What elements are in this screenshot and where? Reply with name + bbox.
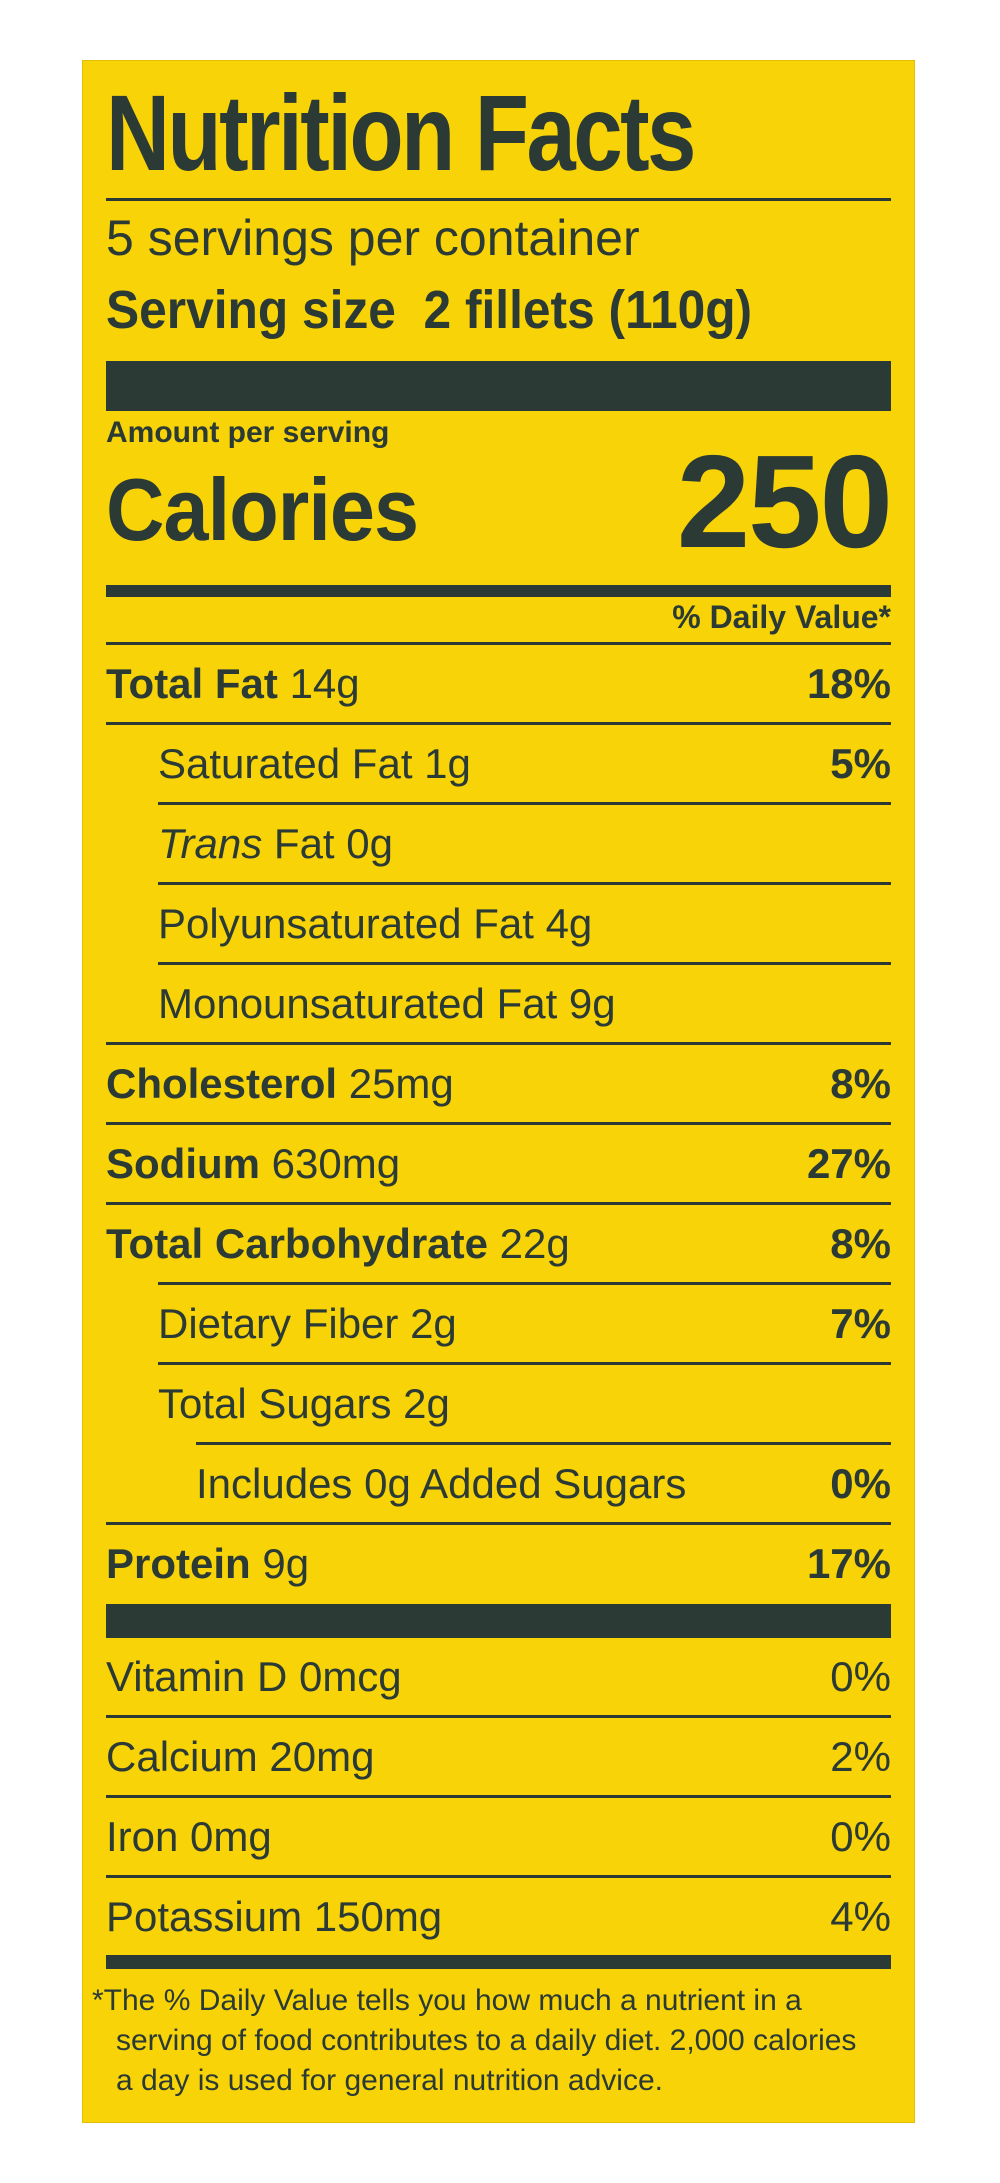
row-divider (158, 802, 891, 805)
daily-value-footnote: *The % Daily Value tells you how much a … (92, 1981, 901, 2101)
thick-divider (106, 361, 891, 411)
nutrient-amount: 4g (545, 900, 593, 947)
nutrient-amount: 2g (403, 1380, 450, 1427)
vitamin-name: Vitamin D 0mcg (106, 1653, 402, 1700)
nutrient-name: Includes 0g Added Sugars (196, 1460, 687, 1507)
nutrient-amount: 14g (289, 660, 360, 707)
row-divider (106, 1042, 891, 1045)
row-divider (106, 722, 891, 725)
serving-size-label: Serving size (106, 280, 396, 340)
nutrient-row-total-sugars: Total Sugars 2g (106, 1365, 891, 1442)
nutrient-daily-value: 5% (830, 740, 891, 787)
row-divider (106, 1202, 891, 1205)
nutrient-name: Polyunsaturated Fat (158, 900, 534, 947)
nutrient-name: Sodium (106, 1140, 260, 1187)
vitamin-row-iron: Iron 0mg 0% (106, 1798, 891, 1875)
vitamin-daily-value: 2% (830, 1733, 891, 1780)
label-content: Nutrition Facts 5 servings per container… (92, 61, 893, 2122)
nutrient-name-italic: Trans (158, 820, 263, 867)
nutrient-row-cholesterol: Cholesterol 25mg 8% (106, 1045, 891, 1122)
thick-divider (106, 1604, 891, 1638)
nutrient-amount: 2g (410, 1300, 457, 1347)
row-divider (106, 1715, 891, 1718)
row-divider (106, 1795, 891, 1798)
nutrient-amount: 9g (262, 1540, 310, 1587)
footnote-line: serving of food contributes to a daily d… (116, 2024, 857, 2057)
nutrient-row-polyunsaturated-fat: Polyunsaturated Fat 4g (106, 885, 891, 962)
nutrient-row-protein: Protein 9g 17% (106, 1525, 891, 1602)
nutrient-daily-value: 0% (830, 1460, 891, 1507)
row-divider (106, 1122, 891, 1125)
nutrient-name: Total Carbohydrate (106, 1220, 488, 1267)
vitamin-row-calcium: Calcium 20mg 2% (106, 1718, 891, 1795)
nutrient-daily-value: 7% (830, 1300, 891, 1347)
label-title: Nutrition Facts (106, 72, 696, 193)
nutrient-amount: 9g (568, 980, 616, 1027)
vitamin-row-potassium: Potassium 150mg 4% (106, 1878, 891, 1955)
divider (106, 642, 891, 645)
vitamin-daily-value: 0% (830, 1813, 891, 1860)
medium-divider (106, 585, 891, 597)
nutrient-row-sodium: Sodium 630mg 27% (106, 1125, 891, 1202)
nutrient-name: Dietary Fiber (158, 1300, 399, 1347)
footnote-line: a day is used for general nutrition advi… (116, 2064, 663, 2097)
calories-value: 250 (676, 428, 893, 575)
row-divider (158, 1362, 891, 1365)
nutrient-daily-value: 8% (830, 1060, 891, 1107)
nutrient-row-added-sugars: Includes 0g Added Sugars 0% (106, 1445, 891, 1522)
vitamin-row-vitamin-d: Vitamin D 0mcg 0% (106, 1638, 891, 1715)
nutrient-amount: 630mg (271, 1140, 401, 1187)
vitamin-daily-value: 4% (830, 1893, 891, 1940)
nutrient-row-monounsaturated-fat: Monounsaturated Fat 9g (106, 965, 891, 1042)
calories-label: Calories (106, 460, 419, 559)
nutrient-row-saturated-fat: Saturated Fat 1g 5% (106, 725, 891, 802)
nutrient-row-total-carbohydrate: Total Carbohydrate 22g 8% (106, 1205, 891, 1282)
row-divider (158, 1282, 891, 1285)
vitamin-name: Calcium 20mg (106, 1733, 375, 1780)
servings-per-container: 5 servings per container (106, 210, 640, 266)
row-divider (158, 962, 891, 965)
nutrient-daily-value: 18% (806, 660, 891, 707)
amount-per-serving: Amount per serving (106, 416, 390, 449)
nutrient-amount: 0g (346, 820, 393, 867)
nutrient-name: Saturated Fat (158, 740, 413, 787)
row-divider (196, 1442, 891, 1445)
nutrient-name: Total Sugars (158, 1380, 392, 1427)
daily-value-header: % Daily Value* (672, 599, 891, 635)
nutrient-daily-value: 27% (806, 1140, 891, 1187)
nutrient-amount: 25mg (348, 1060, 454, 1107)
nutrient-amount: 22g (499, 1220, 570, 1267)
vitamin-name: Potassium 150mg (106, 1893, 443, 1940)
medium-divider (106, 1955, 891, 1969)
nutrient-name: Monounsaturated Fat (158, 980, 558, 1027)
nutrient-name: Cholesterol (106, 1060, 338, 1107)
vitamin-daily-value: 0% (830, 1653, 891, 1700)
row-divider (106, 1875, 891, 1878)
nutrient-amount: 1g (424, 740, 471, 787)
nutrient-name: Fat (273, 820, 335, 867)
nutrient-row-dietary-fiber: Dietary Fiber 2g 7% (106, 1285, 891, 1362)
serving-size: Serving size 2 fillets (110g) (106, 283, 828, 337)
nutrient-row-trans-fat: Trans Fat 0g (106, 805, 891, 882)
serving-size-value: 2 fillets (110g) (423, 280, 753, 340)
row-divider (158, 882, 891, 885)
vitamin-name: Iron 0mg (106, 1813, 272, 1860)
footnote-line: *The % Daily Value tells you how much a … (92, 1984, 802, 2017)
nutrient-name: Protein (106, 1540, 251, 1587)
nutrient-daily-value: 17% (806, 1540, 891, 1587)
nutrient-daily-value: 8% (830, 1220, 891, 1267)
nutrient-name: Total Fat (106, 660, 278, 707)
nutrient-row-total-fat: Total Fat 14g 18% (106, 645, 891, 722)
nutrition-facts-label: Nutrition Facts 5 servings per container… (82, 60, 915, 2123)
row-divider (106, 1522, 891, 1525)
divider (106, 198, 891, 201)
